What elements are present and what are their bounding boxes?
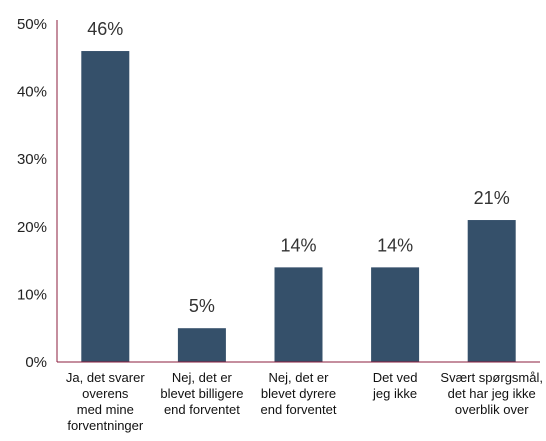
bar — [81, 51, 130, 362]
data-label: 21% — [474, 188, 510, 208]
category-label: Nej, det er — [269, 370, 330, 385]
category-label: forventninger — [67, 418, 144, 433]
data-label: 14% — [280, 235, 316, 255]
category-label: det har jeg ikke — [448, 386, 536, 401]
y-tick-label: 20% — [17, 219, 47, 236]
bar — [177, 328, 226, 362]
y-axis-tick-labels: 0% 10% 20% 30% 40% 50% — [17, 16, 47, 371]
category-label: blevet dyrere — [261, 386, 336, 401]
category-label: Det ved — [373, 370, 418, 385]
y-tick-label: 0% — [25, 354, 47, 371]
category-label: Ja, det svarer — [66, 370, 145, 385]
data-labels: 46% 5% 14% 14% 21% — [87, 19, 509, 316]
category-label: jeg ikke — [372, 386, 417, 401]
category-label: blevet billigere — [160, 386, 243, 401]
category-label: med mine — [77, 402, 134, 417]
category-label: Svært spørgsmål, — [440, 370, 543, 385]
category-label: end forventet — [164, 402, 240, 417]
bar — [371, 267, 420, 362]
category-label: overens — [82, 386, 129, 401]
bar — [274, 267, 323, 362]
y-tick-label: 50% — [17, 16, 47, 33]
data-label: 14% — [377, 235, 413, 255]
category-label: overblik over — [455, 402, 529, 417]
y-tick-label: 40% — [17, 84, 47, 101]
bar — [467, 220, 516, 362]
category-label: end forventet — [261, 402, 337, 417]
data-label: 5% — [189, 296, 215, 316]
bar-series — [81, 51, 516, 362]
y-tick-label: 30% — [17, 151, 47, 168]
y-tick-label: 10% — [17, 286, 47, 303]
data-label: 46% — [87, 19, 123, 39]
category-label: Nej, det er — [172, 370, 233, 385]
